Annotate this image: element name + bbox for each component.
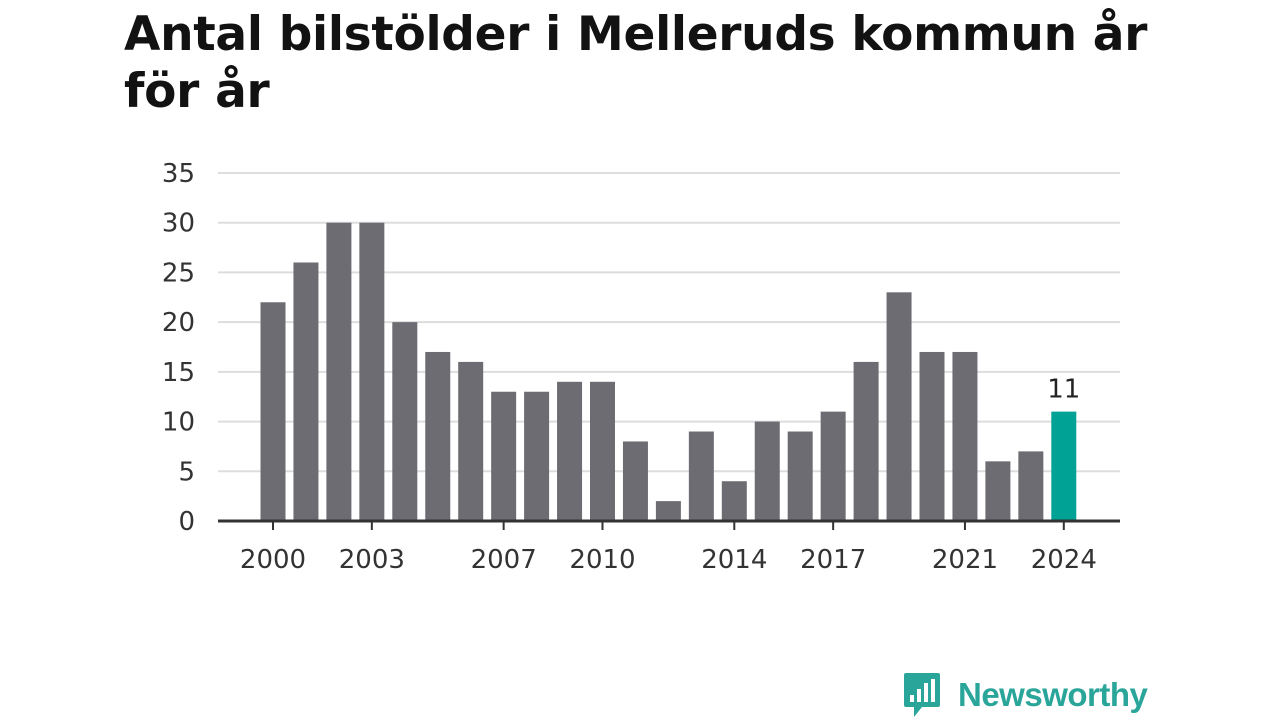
x-tick-label: 2000 — [240, 545, 306, 575]
bar-2020 — [919, 351, 945, 521]
bar-2006 — [458, 361, 484, 521]
y-tick-label: 15 — [162, 358, 195, 388]
bar-2022 — [985, 461, 1011, 521]
bar-2017 — [820, 411, 846, 521]
y-tick-label: 30 — [162, 209, 195, 239]
y-tick-label: 20 — [162, 308, 195, 338]
y-tick-label: 0 — [178, 507, 195, 537]
newsworthy-logo-icon — [904, 673, 940, 717]
bar-2007 — [491, 391, 517, 521]
bar-2023 — [1018, 451, 1044, 521]
brand-name: Newsworthy — [958, 676, 1148, 713]
bar-2001 — [293, 262, 319, 521]
bar-2002 — [326, 222, 352, 521]
y-tick-label: 10 — [162, 408, 195, 438]
newsworthy-brand[interactable]: Newsworthy — [902, 670, 1148, 720]
bar-2019 — [886, 292, 912, 521]
y-tick-label: 25 — [162, 258, 195, 288]
bar-2009 — [557, 381, 583, 521]
bar-2008 — [524, 391, 550, 521]
bar-2005 — [425, 351, 451, 521]
y-tick-label: 35 — [162, 159, 195, 189]
bar-2014 — [721, 481, 747, 521]
x-tick-label: 2024 — [1031, 545, 1097, 575]
bar-2011 — [622, 441, 648, 521]
x-tick-label: 2010 — [569, 545, 635, 575]
bar-2010 — [590, 381, 615, 521]
x-tick-label: 2003 — [339, 545, 405, 575]
bar-2012 — [655, 501, 681, 521]
bar-2016 — [787, 431, 813, 521]
chart-title: Antal bilstölder i Melleruds kommun år f… — [124, 7, 1148, 119]
x-tick-label: 2014 — [701, 545, 767, 575]
y-tick-label: 5 — [178, 457, 195, 487]
bar-2021 — [952, 351, 978, 521]
bar-2000 — [260, 302, 286, 521]
bar-2003 — [359, 222, 385, 521]
bar-2004 — [392, 322, 418, 521]
bar-2018 — [853, 361, 879, 521]
bar-2024 — [1051, 411, 1077, 521]
x-tick-label: 2021 — [932, 545, 998, 575]
x-tick-label: 2017 — [800, 545, 866, 575]
bar-2015 — [754, 421, 780, 521]
bar-2013 — [688, 431, 714, 521]
x-tick-label: 2007 — [471, 545, 537, 575]
value-label-2024: 11 — [1047, 375, 1080, 405]
